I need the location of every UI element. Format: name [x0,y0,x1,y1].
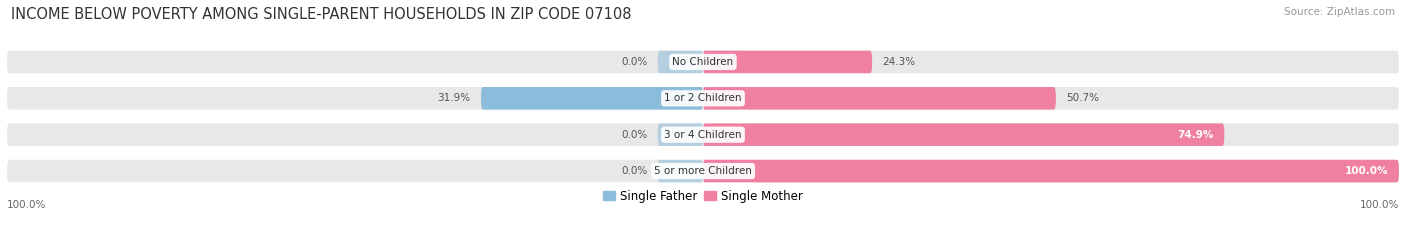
Text: 3 or 4 Children: 3 or 4 Children [664,130,742,140]
FancyBboxPatch shape [7,123,1399,146]
FancyBboxPatch shape [703,51,872,73]
FancyBboxPatch shape [703,87,1056,110]
Text: 74.9%: 74.9% [1177,130,1213,140]
Text: No Children: No Children [672,57,734,67]
Text: 50.7%: 50.7% [1066,93,1099,103]
Text: 100.0%: 100.0% [1360,200,1399,210]
Text: 0.0%: 0.0% [621,57,647,67]
Text: 1 or 2 Children: 1 or 2 Children [664,93,742,103]
FancyBboxPatch shape [481,87,703,110]
FancyBboxPatch shape [7,87,1399,110]
FancyBboxPatch shape [658,51,703,73]
Text: INCOME BELOW POVERTY AMONG SINGLE-PARENT HOUSEHOLDS IN ZIP CODE 07108: INCOME BELOW POVERTY AMONG SINGLE-PARENT… [11,7,631,22]
FancyBboxPatch shape [658,123,703,146]
Text: 100.0%: 100.0% [7,200,46,210]
Text: 5 or more Children: 5 or more Children [654,166,752,176]
Text: 0.0%: 0.0% [621,130,647,140]
Text: 100.0%: 100.0% [1346,166,1389,176]
Text: 31.9%: 31.9% [437,93,471,103]
Text: Source: ZipAtlas.com: Source: ZipAtlas.com [1284,7,1395,17]
FancyBboxPatch shape [658,160,703,182]
FancyBboxPatch shape [7,160,1399,182]
FancyBboxPatch shape [703,160,1399,182]
Legend: Single Father, Single Mother: Single Father, Single Mother [599,185,807,208]
Text: 0.0%: 0.0% [621,166,647,176]
FancyBboxPatch shape [7,51,1399,73]
FancyBboxPatch shape [703,123,1225,146]
Text: 24.3%: 24.3% [883,57,915,67]
